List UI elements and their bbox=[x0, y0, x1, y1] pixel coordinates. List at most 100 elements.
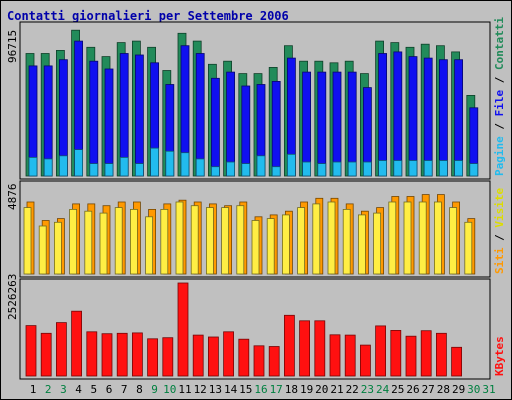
bar-kbytes-day-17 bbox=[268, 346, 280, 377]
bar-kbytes-day-23 bbox=[359, 344, 371, 377]
ylabel-siti-visite: Siti / Visite bbox=[493, 188, 506, 274]
bar-file-day-21 bbox=[332, 71, 342, 177]
bar-kbytes-day-26 bbox=[405, 335, 417, 377]
bar-pagine-day-24 bbox=[378, 160, 388, 177]
bar-pagine-day-17 bbox=[271, 166, 281, 177]
bar-kbytes-day-20 bbox=[314, 320, 326, 377]
bar-siti-day-8 bbox=[129, 208, 138, 275]
bar-siti-day-21 bbox=[327, 201, 336, 275]
bar-pagine-day-14 bbox=[226, 161, 236, 177]
chart-marks bbox=[23, 29, 479, 377]
bar-file-day-29 bbox=[454, 59, 464, 177]
bar-siti-day-5 bbox=[84, 210, 93, 275]
bar-siti-day-27 bbox=[418, 201, 427, 275]
bar-siti-day-26 bbox=[403, 201, 412, 275]
bar-siti-day-17 bbox=[266, 218, 275, 275]
bar-kbytes-day-9 bbox=[147, 338, 159, 377]
bar-file-day-24 bbox=[378, 53, 388, 177]
day-labels: 1 2 3 4 5 6 7 8 9 10 11 12 13 14 15 16 17 18 19 20 21 22 23 24 2… bbox=[30, 383, 496, 396]
bar-siti-day-3 bbox=[54, 221, 62, 275]
bar-pagine-day-23 bbox=[362, 161, 372, 177]
ylabel-visite: Visite bbox=[493, 188, 506, 228]
max-label-kbytes: 2526263 bbox=[6, 274, 19, 320]
bar-file-day-12 bbox=[195, 53, 205, 177]
bar-pagine-day-5 bbox=[89, 163, 99, 177]
bar-siti-day-13 bbox=[205, 207, 214, 275]
day-label-1: 1 bbox=[30, 383, 37, 396]
bar-pagine-day-15 bbox=[241, 163, 251, 177]
ylabel-pagine: Pagine bbox=[493, 136, 506, 176]
day-label-28: 28 bbox=[437, 383, 450, 396]
bar-pagine-day-7 bbox=[119, 156, 129, 177]
bar-pagine-day-1 bbox=[28, 156, 38, 177]
ylabel-siti: Siti bbox=[493, 247, 506, 274]
day-label-11: 11 bbox=[178, 383, 191, 396]
bar-kbytes-day-1 bbox=[25, 325, 37, 377]
bar-kbytes-day-6 bbox=[101, 333, 113, 377]
day-label-12: 12 bbox=[194, 383, 207, 396]
bar-siti-day-15 bbox=[236, 205, 245, 275]
day-label-14: 14 bbox=[224, 383, 238, 396]
bar-kbytes-day-24 bbox=[375, 325, 387, 377]
chart-title: Contatti giornalieri per Settembre 2006 bbox=[7, 9, 289, 23]
bar-pagine-day-13 bbox=[210, 166, 220, 177]
bar-kbytes-day-21 bbox=[329, 334, 341, 377]
bar-kbytes-day-4 bbox=[71, 310, 82, 377]
bar-file-day-26 bbox=[408, 56, 418, 177]
bar-kbytes-day-13 bbox=[207, 336, 219, 377]
bar-pagine-day-25 bbox=[393, 160, 403, 177]
bar-pagine-day-30 bbox=[469, 163, 479, 177]
bar-file-day-22 bbox=[347, 71, 357, 177]
day-label-29: 29 bbox=[452, 383, 465, 396]
bar-kbytes-day-11 bbox=[177, 282, 189, 377]
day-label-20: 20 bbox=[315, 383, 328, 396]
bar-file-day-19 bbox=[302, 71, 312, 177]
max-label-visite: 4876 bbox=[6, 184, 19, 211]
bar-siti-day-18 bbox=[281, 214, 290, 275]
bar-pagine-day-16 bbox=[256, 155, 266, 177]
bar-file-day-17 bbox=[271, 81, 281, 177]
bar-siti-day-1 bbox=[23, 207, 32, 275]
bar-siti-day-12 bbox=[190, 205, 199, 275]
bar-kbytes-day-5 bbox=[86, 331, 98, 377]
bar-siti-day-19 bbox=[297, 207, 306, 275]
bar-kbytes-day-22 bbox=[344, 334, 356, 377]
bar-pagine-day-29 bbox=[454, 160, 464, 177]
bar-siti-day-22 bbox=[342, 208, 351, 275]
bar-pagine-day-27 bbox=[423, 160, 433, 177]
day-label-13: 13 bbox=[209, 383, 222, 396]
ylabel-contatti: Contatti bbox=[493, 17, 506, 70]
bar-siti-day-4 bbox=[69, 208, 77, 275]
day-label-19: 19 bbox=[300, 383, 313, 396]
bar-pagine-day-12 bbox=[195, 158, 205, 177]
bar-siti-day-28 bbox=[433, 201, 442, 275]
day-label-6: 6 bbox=[106, 383, 113, 396]
bar-siti-day-9 bbox=[145, 216, 154, 275]
bar-kbytes-day-10 bbox=[162, 337, 174, 377]
bar-pagine-day-10 bbox=[165, 150, 175, 177]
day-label-24: 24 bbox=[376, 383, 390, 396]
bar-pagine-day-3 bbox=[59, 155, 68, 177]
bar-file-day-27 bbox=[423, 57, 433, 177]
bar-kbytes-day-19 bbox=[299, 320, 311, 377]
day-label-15: 15 bbox=[239, 383, 252, 396]
bar-file-day-13 bbox=[210, 77, 220, 177]
bar-siti-day-16 bbox=[251, 220, 260, 275]
day-label-4: 4 bbox=[75, 383, 82, 396]
day-label-10: 10 bbox=[163, 383, 176, 396]
bar-pagine-day-19 bbox=[302, 161, 312, 177]
bar-pagine-day-11 bbox=[180, 152, 190, 177]
day-label-31: 31 bbox=[482, 383, 495, 396]
bar-siti-day-11 bbox=[175, 201, 184, 275]
ylabel-separator: / bbox=[493, 70, 506, 90]
bar-siti-day-30 bbox=[464, 221, 473, 275]
bar-siti-day-10 bbox=[160, 208, 169, 275]
bar-kbytes-day-27 bbox=[420, 330, 432, 377]
bar-siti-day-7 bbox=[114, 207, 123, 275]
day-label-23: 23 bbox=[361, 383, 374, 396]
bar-file-day-5 bbox=[89, 60, 99, 177]
day-label-18: 18 bbox=[285, 383, 298, 396]
bar-pagine-day-22 bbox=[347, 161, 357, 177]
bar-kbytes-day-14 bbox=[223, 331, 235, 377]
